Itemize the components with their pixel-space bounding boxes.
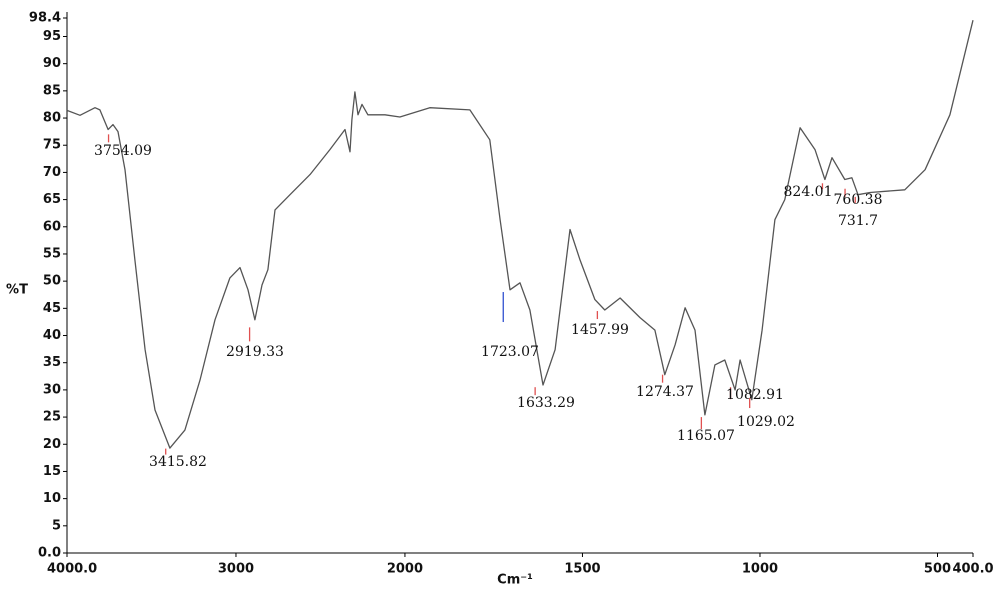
y-tick-label: 55 xyxy=(43,246,61,261)
x-axis-title: Cm⁻¹ xyxy=(497,573,533,588)
y-tick-label: 95 xyxy=(43,29,61,44)
y-tick-label: 80 xyxy=(43,111,61,126)
peak-label: 1082.91 xyxy=(726,387,784,403)
peak-label: 3754.09 xyxy=(94,143,152,159)
x-tick-label: 2000 xyxy=(387,562,423,577)
x-tick-label: 3000 xyxy=(218,562,254,577)
y-tick-label: 30 xyxy=(43,382,61,397)
peak-label: 1723.07 xyxy=(481,344,539,360)
y-tick-label: 10 xyxy=(43,491,61,506)
x-tick-label: 400.0 xyxy=(952,562,993,577)
y-tick-label: 85 xyxy=(43,83,61,98)
peak-label: 3415.82 xyxy=(149,454,207,470)
x-tick-label: 1000 xyxy=(742,562,778,577)
y-tick-label: 40 xyxy=(43,328,61,343)
y-tick-label: 0.0 xyxy=(38,546,61,561)
y-tick-label: 25 xyxy=(43,410,61,425)
peak-label: 1029.02 xyxy=(737,414,795,430)
y-tick-label: 65 xyxy=(43,192,61,207)
y-tick-label: 90 xyxy=(43,56,61,71)
peak-label: 760.38 xyxy=(834,192,883,208)
peak-label: 2919.33 xyxy=(226,344,284,360)
peak-label: 731.7 xyxy=(838,213,878,229)
peak-label: 824.01 xyxy=(784,184,833,200)
y-tick-label: 98.4 xyxy=(29,11,61,26)
y-tick-label: 75 xyxy=(43,138,61,153)
y-axis-title: %T xyxy=(6,283,28,298)
y-tick-label: 50 xyxy=(43,274,61,289)
spectrum-line xyxy=(66,20,974,449)
peak-label: 1457.99 xyxy=(571,322,629,338)
peak-label: 1274.37 xyxy=(636,384,694,400)
y-tick-label: 60 xyxy=(43,219,61,234)
y-tick-label: 45 xyxy=(43,301,61,316)
peak-label: 1165.07 xyxy=(677,428,735,444)
x-tick-label: 1500 xyxy=(564,562,600,577)
x-tick-label: 500 xyxy=(924,562,951,577)
y-tick-label: 70 xyxy=(43,165,61,180)
y-tick-label: 15 xyxy=(43,464,61,479)
y-tick-label: 20 xyxy=(43,437,61,452)
y-tick-label: 35 xyxy=(43,355,61,370)
peak-label: 1633.29 xyxy=(517,395,575,411)
y-tick-label: 5 xyxy=(52,518,61,533)
x-tick-label: 4000.0 xyxy=(47,562,97,577)
